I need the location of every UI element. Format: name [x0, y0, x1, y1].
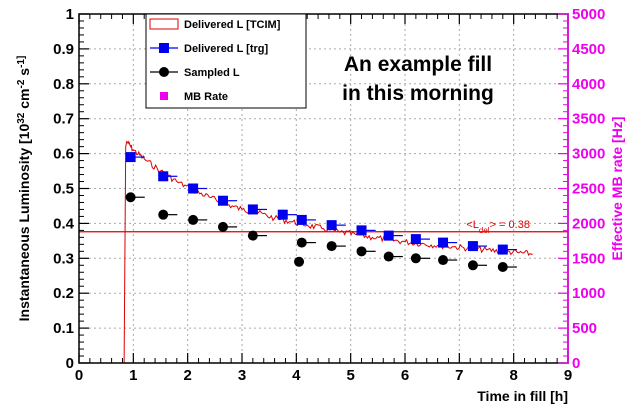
y-tick-label: 0.9: [53, 41, 74, 58]
y2-axis-title: Effective MB rate [Hz]: [609, 117, 625, 261]
delivered-trg-marker: [277, 209, 288, 220]
y2-tick-label: 1000: [572, 285, 605, 302]
y-tick-label: 0.8: [53, 76, 74, 93]
delivered-trg-marker: [217, 195, 228, 206]
sampled-marker: [410, 253, 421, 264]
delivered-trg-marker: [438, 237, 449, 248]
delivered-trg-marker: [125, 152, 136, 163]
legend-sampled-label: Sampled L: [184, 67, 240, 79]
sampled-marker: [158, 209, 169, 220]
y2-tick-label: 3500: [572, 111, 605, 128]
y-tick-label: 1: [66, 6, 74, 23]
sampled-marker: [247, 230, 258, 241]
series-layer: [123, 140, 533, 364]
y-tick-label: 0.5: [53, 181, 74, 198]
delivered-trg-marker: [188, 183, 199, 194]
y-tick-label: 0: [66, 355, 74, 372]
sampled-marker: [296, 237, 307, 248]
y2-tick-label: 0: [572, 355, 580, 372]
legend: Delivered L [TCIM] Delivered L [trg] Sampl…: [145, 13, 307, 109]
delivered-trg-marker: [356, 225, 367, 236]
y-tick-label: 0.6: [53, 146, 74, 163]
y2-tick-label: 2500: [572, 181, 605, 198]
legend-box: [145, 13, 307, 109]
legend-delivered-trg-symbol: [159, 43, 169, 53]
average-label-subscript: del: [479, 225, 490, 234]
x-tick-label: 7: [455, 367, 463, 384]
sampled-marker: [467, 260, 478, 271]
x-axis-title: Time in fill [h]: [477, 388, 568, 404]
average-label-part: <L: [466, 219, 479, 231]
delivered-trg-marker: [497, 244, 508, 255]
legend-delivered-trg-label: Delivered L [trg]: [184, 43, 268, 55]
x-tick-label: 0: [75, 367, 83, 384]
delivered-trg-marker: [410, 234, 421, 245]
annotation-line-1: An example fill: [344, 53, 492, 76]
y-axis-title-superscript: -2: [16, 79, 27, 88]
x-tick-label: 2: [183, 367, 191, 384]
delivered-trg-marker: [383, 230, 394, 241]
legend-sampled-symbol: [159, 67, 169, 77]
x-tick-label: 4: [292, 367, 301, 384]
annotation-line-2: in this morning: [342, 82, 494, 105]
x-tick-label: 5: [346, 367, 354, 384]
y2-tick-label: 4000: [572, 76, 605, 93]
sampled-marker: [188, 214, 199, 225]
delivered-tcim-line: [123, 140, 533, 364]
legend-mb-rate-symbol: [160, 92, 168, 100]
sampled-marker: [217, 221, 228, 232]
sampled-marker: [383, 251, 394, 262]
average-label-part: > = 0.38: [490, 219, 530, 231]
sampled-marker: [326, 241, 337, 252]
y-tick-label: 0.4: [53, 215, 75, 232]
y2-tick-label: 4500: [572, 41, 605, 58]
y-axis-title: Instantaneous Luminosity [1032 cm-2 s-1]: [16, 56, 33, 322]
y2-tick-label: 2000: [572, 215, 605, 232]
sampled-marker: [125, 192, 136, 203]
delivered-trg-marker: [467, 241, 478, 252]
axes: 0 1 2 3 4 5 6 7 8 900.10.20.30.40.50.60.70.80.910…: [53, 6, 605, 384]
y2-tick-label: 1500: [572, 250, 605, 267]
delivered-trg-marker: [326, 220, 337, 231]
y-axis-title-superscript: -1]: [16, 56, 27, 68]
y-tick-label: 0.7: [53, 111, 74, 128]
x-tick-label: 3: [238, 367, 246, 384]
legend-delivered-tcim-label: Delivered L [TCIM]: [184, 19, 281, 31]
y2-tick-label: 3000: [572, 146, 605, 163]
x-tick-label: 9: [564, 367, 572, 384]
y-axis-title-part: s: [16, 68, 32, 80]
y-tick-label: 0.3: [53, 250, 74, 267]
y-tick-label: 0.1: [53, 320, 74, 337]
y-axis-title-part: Instantaneous Luminosity [10: [16, 124, 32, 322]
y-tick-label: 0.2: [53, 285, 74, 302]
y2-tick-label: 5000: [572, 6, 605, 23]
x-tick-label: 1: [129, 367, 137, 384]
sampled-marker: [438, 255, 449, 266]
sampled-marker: [356, 246, 367, 257]
delivered-trg-marker: [158, 171, 169, 182]
x-tick-label: 6: [401, 367, 409, 384]
y2-tick-label: 500: [572, 320, 597, 337]
y-axis-title-part: cm: [16, 88, 32, 112]
legend-mb-rate-label: MB Rate: [184, 91, 228, 103]
sampled-marker: [294, 256, 305, 267]
average-label: <Ldel> = 0.38: [466, 219, 530, 235]
y-axis-title-superscript: 32: [16, 112, 27, 124]
legend-delivered-tcim-symbol: [149, 18, 179, 30]
delivered-trg-marker: [296, 214, 307, 225]
delivered-trg-marker: [247, 204, 258, 215]
sampled-marker: [497, 262, 508, 273]
x-tick-label: 8: [509, 367, 517, 384]
